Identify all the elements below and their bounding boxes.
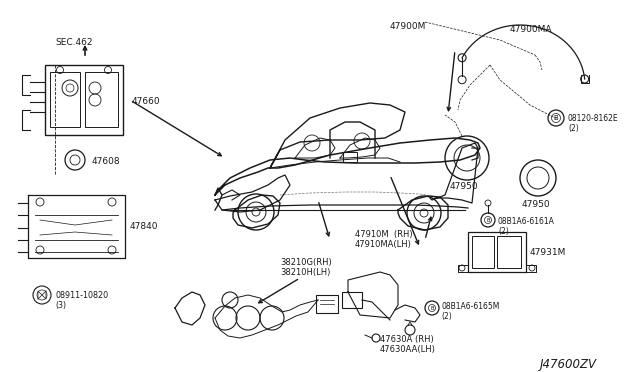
Text: 47950: 47950 [450,182,479,191]
Bar [342,292,362,308]
Text: 47608: 47608 [92,157,120,166]
Text: 47931M: 47931M [530,248,566,257]
Bar [85,72,118,127]
Bar [472,236,494,268]
Text: 08911-10820
(3): 08911-10820 (3) [55,291,108,310]
Text: 47910M  (RH)
47910MA(LH): 47910M (RH) 47910MA(LH) [355,230,413,249]
Text: J47600ZV: J47600ZV [540,358,597,371]
Text: 47660: 47660 [132,97,161,106]
Bar [50,72,80,127]
Text: 47630A (RH)
47630AA(LH): 47630A (RH) 47630AA(LH) [380,335,436,355]
Text: B: B [554,115,558,121]
Text: 47840: 47840 [130,222,159,231]
Text: SEC.462: SEC.462 [55,38,93,47]
Text: B: B [486,218,490,222]
Bar [343,152,357,162]
Text: 47900MA: 47900MA [510,25,552,34]
Text: 08B1A6-6165M
(2): 08B1A6-6165M (2) [441,302,499,321]
Bar [468,232,526,272]
Text: 47900M: 47900M [390,22,426,31]
Text: 47950: 47950 [522,200,550,209]
Bar [497,236,521,268]
Text: 08120-8162E
(2): 08120-8162E (2) [568,114,619,134]
Bar [316,295,338,313]
Text: 38210G(RH)
38210H(LH): 38210G(RH) 38210H(LH) [280,258,332,278]
Text: B: B [430,305,434,311]
Bar [45,65,123,135]
Text: 08B1A6-6161A
(2): 08B1A6-6161A (2) [498,217,555,236]
